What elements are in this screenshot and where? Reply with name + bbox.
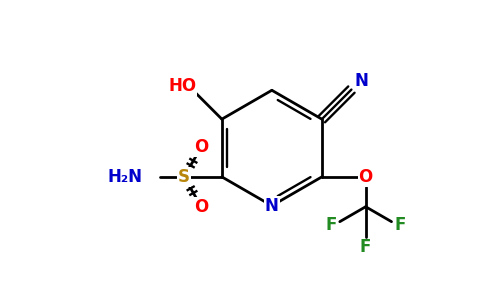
Text: N: N bbox=[354, 72, 368, 90]
Text: O: O bbox=[195, 198, 209, 216]
Text: N: N bbox=[265, 197, 279, 215]
Text: H₂N: H₂N bbox=[107, 168, 142, 186]
Text: O: O bbox=[359, 168, 373, 186]
Text: F: F bbox=[395, 216, 406, 234]
Text: F: F bbox=[325, 216, 336, 234]
Text: O: O bbox=[195, 138, 209, 156]
Text: HO: HO bbox=[168, 77, 196, 95]
Text: F: F bbox=[360, 238, 371, 256]
Text: S: S bbox=[178, 168, 190, 186]
